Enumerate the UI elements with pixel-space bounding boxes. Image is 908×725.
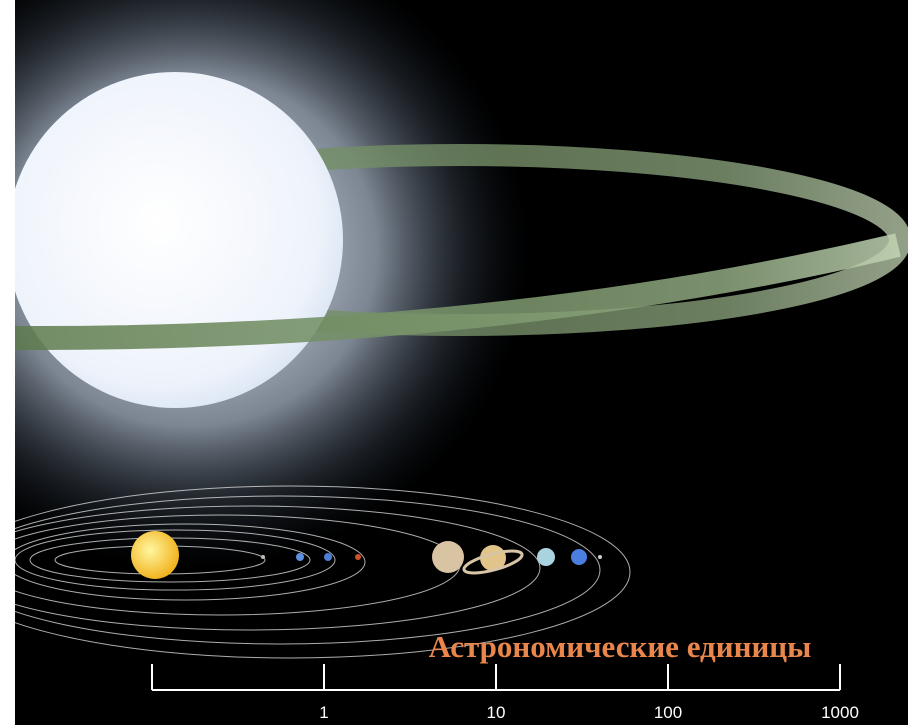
mars <box>355 554 361 560</box>
jupiter <box>432 541 464 573</box>
earth <box>324 553 332 561</box>
scene <box>0 0 908 725</box>
white-dwarf-star <box>7 72 343 408</box>
sun <box>131 531 179 579</box>
page: Астрономические единицы 1101001000 (() =… <box>0 0 908 725</box>
venus <box>296 553 304 561</box>
tick-label: 10 <box>487 703 506 722</box>
illustration: Астрономические единицы 1 10 100 1000 <box>0 0 908 725</box>
tick-label: 1000 <box>821 703 859 722</box>
mercury <box>261 555 265 559</box>
tick-label: 100 <box>654 703 682 722</box>
uranus <box>537 548 555 566</box>
tick-label: 1 <box>319 703 328 722</box>
pluto <box>598 555 602 559</box>
scale-title: Астрономические единицы <box>429 629 812 664</box>
neptune <box>571 549 587 565</box>
